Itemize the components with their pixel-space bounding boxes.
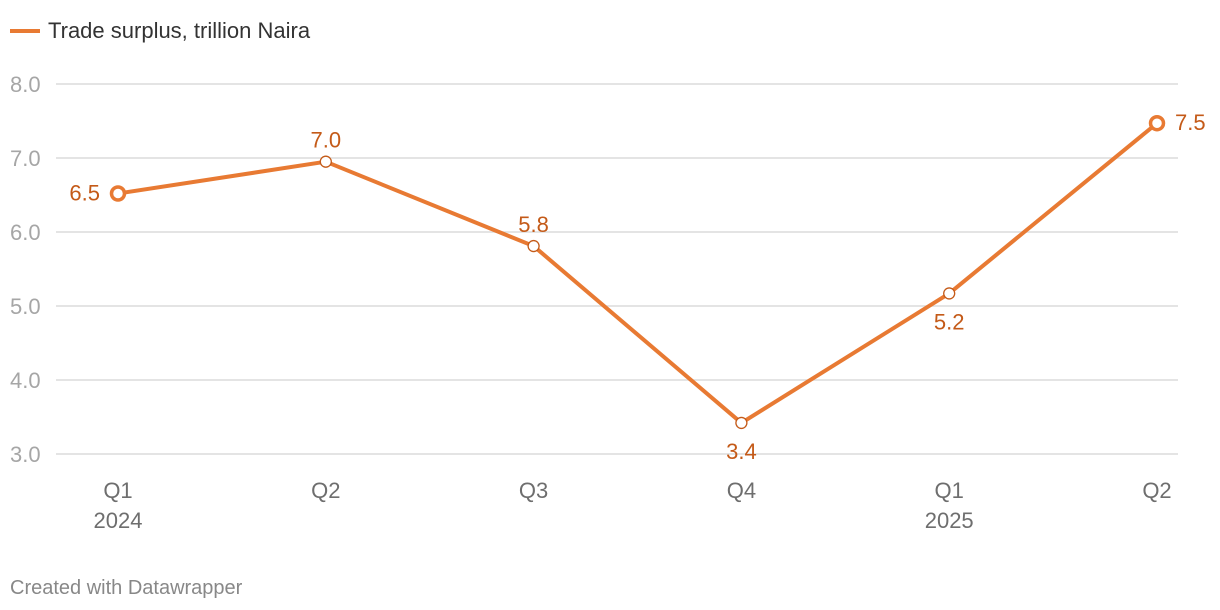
y-axis: 8.0 7.0 6.0 5.0 4.0 3.0 bbox=[10, 72, 41, 467]
y-tick-label: 8.0 bbox=[10, 72, 41, 97]
x-tick-label: Q3 bbox=[519, 478, 548, 503]
x-tick-year-label: 2024 bbox=[94, 508, 143, 533]
data-label: 3.4 bbox=[726, 439, 757, 464]
x-tick-label: Q2 bbox=[311, 478, 340, 503]
y-tick-label: 4.0 bbox=[10, 368, 41, 393]
legend-label: Trade surplus, trillion Naira bbox=[48, 18, 311, 43]
x-tick-year-label: 2025 bbox=[925, 508, 974, 533]
x-tick-label: Q4 bbox=[727, 478, 756, 503]
series-line bbox=[116, 121, 1159, 425]
x-tick-label: Q1 bbox=[103, 478, 132, 503]
data-point bbox=[1148, 114, 1166, 132]
data-label: 7.0 bbox=[311, 128, 342, 153]
data-point bbox=[527, 239, 540, 253]
y-tick-label: 5.0 bbox=[10, 294, 41, 319]
x-tick-label: Q1 bbox=[935, 478, 964, 503]
data-point bbox=[943, 287, 956, 300]
data-labels: 6.5 7.0 5.8 3.4 5.2 7.5 bbox=[69, 110, 1205, 464]
data-point bbox=[319, 155, 332, 168]
data-point bbox=[109, 185, 127, 202]
x-axis: Q1 2024 Q2 Q3 Q4 Q1 2025 Q2 bbox=[94, 478, 1172, 533]
credit-text: Created with Datawrapper bbox=[10, 577, 243, 599]
data-label: 7.5 bbox=[1175, 110, 1206, 135]
data-label: 6.5 bbox=[69, 181, 100, 206]
y-tick-label: 6.0 bbox=[10, 220, 41, 245]
series-trade-surplus bbox=[109, 114, 1166, 430]
data-point bbox=[735, 416, 748, 430]
x-tick-label: Q2 bbox=[1142, 478, 1171, 503]
y-tick-label: 7.0 bbox=[10, 146, 41, 171]
data-label: 5.2 bbox=[934, 309, 965, 334]
y-tick-label: 3.0 bbox=[10, 442, 41, 467]
gridlines bbox=[56, 83, 1178, 455]
data-label: 5.8 bbox=[518, 212, 549, 237]
legend: Trade surplus, trillion Naira bbox=[10, 18, 311, 43]
